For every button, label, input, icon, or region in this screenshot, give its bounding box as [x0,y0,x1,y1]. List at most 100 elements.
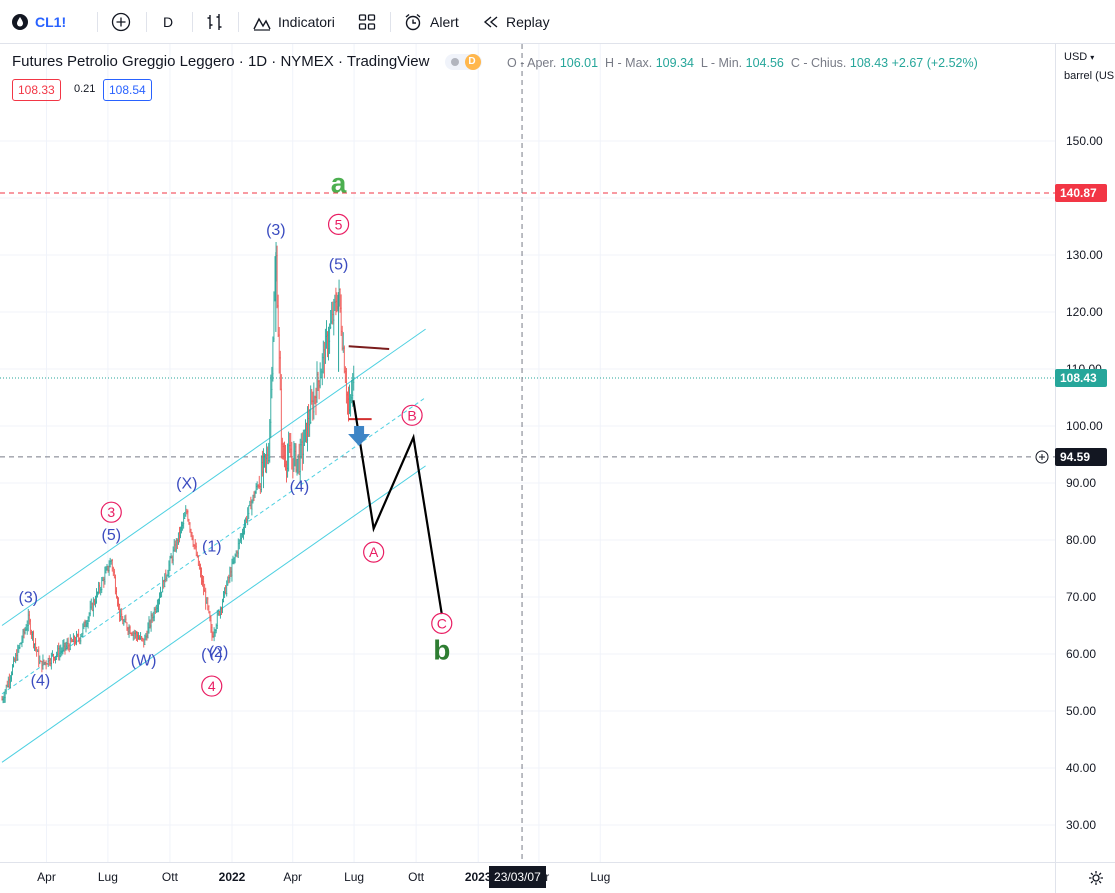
replay-button[interactable]: Replay [482,0,550,44]
wave-label: (4) [290,479,310,496]
wave-label: (1) [202,538,222,555]
wave-label: (W) [131,652,157,669]
open-label: O - Aper. [507,56,557,70]
toolbar-divider [146,12,147,32]
bars-chart-icon [207,14,222,30]
abc-projection-path [352,400,443,615]
resistance-trendline [348,345,390,351]
high-label: H - Max. [605,56,653,70]
price-tick-label: 60.00 [1066,647,1097,661]
price-tick-label: 130.00 [1066,248,1103,262]
close-label: C - Chius. [790,56,847,70]
chart-title[interactable]: Futures Petrolio Greggio Leggero · 1D · … [12,53,430,70]
oil-drop-icon [12,14,28,30]
wave-label: (5) [329,256,349,273]
chevron-down-icon: ▾ [1090,53,1095,62]
red-level-price-label: 140.87 [1055,184,1107,203]
alert-button[interactable]: Alert [403,0,459,44]
wave-label: (5) [101,527,121,544]
price-tick-label: 70.00 [1066,590,1097,604]
interval-button[interactable]: D [163,14,174,30]
currency-selector[interactable]: USD ▾ [1064,51,1094,63]
price-tick-label: 40.00 [1066,761,1097,775]
unit-label: barrel (US [1064,70,1115,82]
time-tick-label: Lug [97,870,118,884]
replay-label: Replay [506,14,550,30]
chart-legend: Futures Petrolio Greggio Leggero · 1D · … [12,53,482,70]
wave-label-circle [201,675,223,697]
settings-gear-icon[interactable] [1088,870,1104,886]
wave-label: (2) [209,644,229,661]
wave-label: 4 [208,678,216,694]
indicators-label: Indicatori [278,14,335,30]
channel-middle-line [1,397,426,695]
time-tick-label: Apr [37,870,56,884]
top-toolbar: CL1! D Indicatori [0,0,1115,44]
wave-label: b [433,635,450,666]
price-tick-label: 120.00 [1066,305,1103,319]
wave-label: 3 [107,504,115,520]
time-tick-label: Apr [283,870,303,884]
last-price-label: 108.43 [1055,368,1107,387]
time-tick-label: Ott [408,870,425,884]
wave-label: C [437,615,447,631]
status-dot-icon [451,57,460,66]
indicators-icon [253,17,271,31]
change-value: +2.67 (+2.52%) [891,56,978,70]
wave-label-circle [363,541,385,563]
chart-pane[interactable]: (3) (4) 3 (5) (W) (X) (1) (Y) (2) 4 (3) (4) a 5 (5) A B C… [0,44,1055,862]
time-tick-label: Ott [161,870,178,884]
channel-lower-line [1,465,426,763]
low-label: L - Min. [700,56,743,70]
sell-price-button[interactable]: 108.33 [12,79,61,101]
chart-type-button[interactable] [205,0,225,44]
symbol-search-button[interactable]: CL1! [12,0,66,44]
buy-price-button[interactable]: 108.54 [103,79,152,101]
crosshair-date-label: 23/03/07 [489,866,546,888]
chart-canvas[interactable]: (3) (4) 3 (5) (W) (X) (1) (Y)(2) 4 (3) (4) a 5 (5) A B C… [0,44,1055,862]
price-tick-label: 90.00 [1066,476,1097,490]
channel-upper-line [1,328,426,626]
compare-button[interactable] [111,0,131,44]
time-tick-label: Lug [590,870,611,884]
ohlc-values: O - Aper. 106.01 H - Max. 109.34 L - Min… [507,56,978,70]
time-tick-label: 2022 [218,870,246,884]
toolbar-divider [238,12,239,32]
delayed-badge-label: D [468,56,476,67]
wave-label: A [369,544,379,560]
wave-label: (4) [31,672,51,689]
layout-grid-icon [358,14,376,30]
layouts-button[interactable] [358,0,376,44]
alarm-clock-icon [405,13,421,31]
open-value: 106.01 [559,56,599,70]
spread-value: 0.21 [74,83,96,95]
close-value: 108.43 [849,56,889,70]
plus-circle-icon [1035,450,1049,464]
high-value: 109.34 [655,56,694,70]
price-tick-label: 100.00 [1066,419,1103,433]
down-arrow-icon [348,426,371,446]
symbol-label: CL1! [35,14,67,30]
wave-label: (3) [266,222,286,239]
toolbar-divider [390,12,391,32]
wave-label-circle [327,213,350,235]
market-status-badge[interactable]: D [445,53,482,70]
wave-label: (X) [176,476,197,493]
currency-label: USD [1064,51,1088,63]
price-tick-label: 50.00 [1066,704,1097,718]
add-alert-button[interactable] [1033,447,1051,466]
price-tick-label: 30.00 [1066,818,1097,832]
alert-label: Alert [430,14,459,30]
wave-label: (Y) [201,647,222,664]
crosshair-price-label: 94.59 [1055,447,1107,466]
indicators-button[interactable]: Indicatori [252,0,335,44]
low-value: 104.56 [745,56,784,70]
wave-label: (3) [19,590,39,607]
wave-label: a [331,167,347,198]
toolbar-divider [97,12,98,32]
plus-circle-icon [111,12,131,32]
axis-corner [1055,862,1115,893]
time-tick-label: Lug [344,870,365,884]
price-tick-label: 80.00 [1066,533,1097,547]
price-tick-label: 150.00 [1066,134,1103,148]
